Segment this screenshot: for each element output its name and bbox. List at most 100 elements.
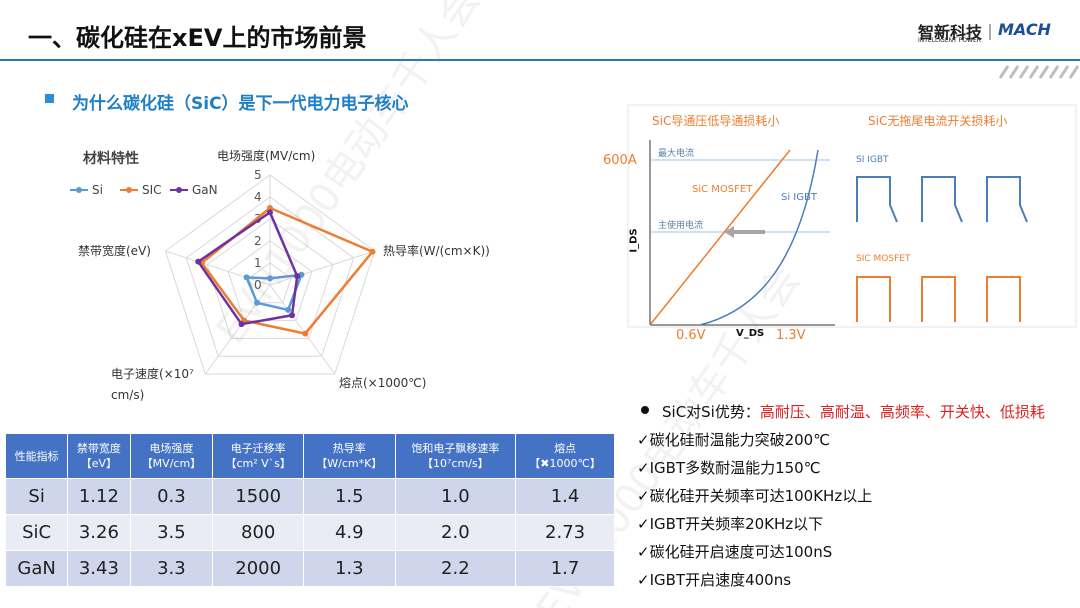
header-cell: 性能指标 — [4, 433, 69, 479]
header-cell: 禁带宽度 【eV】 — [67, 433, 131, 479]
slide-title: 一、碳化硅在xEV上的市场前景 — [28, 24, 367, 52]
series-line — [196, 210, 299, 326]
table-cell: 2000 — [212, 550, 305, 587]
table-cell: 1.4 — [515, 478, 615, 515]
header-text: 电场强度 — [149, 442, 194, 455]
table-cell: 1500 — [212, 478, 305, 515]
point — [238, 321, 245, 328]
table-cell: 3.43 — [67, 550, 131, 587]
header-text: 饱和电子飘移速率 — [411, 442, 500, 455]
advantage-item: ✓碳化硅耐温能力突破200℃ — [637, 431, 831, 449]
table-cell: 2.0 — [394, 514, 517, 551]
header-cell: 熔点【✖1000℃】 — [515, 433, 615, 479]
section-bullet — [45, 94, 54, 103]
table-cell: 1.0 — [394, 478, 517, 515]
point — [267, 205, 273, 211]
legend-dot — [126, 187, 132, 193]
iv-diagram — [649, 140, 835, 326]
table-cell: 0.3 — [129, 478, 214, 515]
table-cell: 1.3 — [303, 550, 396, 587]
table-cell: 2.73 — [515, 514, 615, 551]
advantage-item: ✓IGBT开关频率20KHz以下 — [637, 515, 824, 533]
spoke — [165, 250, 271, 286]
axis-label: 电场强度(MV/cm) — [217, 149, 316, 163]
header-text: 熔点 — [554, 442, 577, 455]
point — [267, 275, 273, 282]
diagram-frame — [627, 104, 1077, 328]
spoke — [269, 284, 336, 375]
header-text: 电子迁移率 — [230, 442, 286, 455]
point — [195, 258, 202, 265]
current-label: 600A — [603, 153, 637, 168]
switch-title: SiC无拖尾电流开关损耗小 — [868, 114, 1008, 128]
header-text: 【10⁷cm/s】 — [422, 457, 489, 470]
r-tick-label: 4 — [254, 190, 262, 204]
point — [369, 248, 376, 255]
spoke — [204, 284, 271, 375]
header-text: 【✖1000℃】 — [529, 457, 601, 470]
grid-ring — [164, 174, 376, 375]
chart-title: 材料特性 — [83, 150, 139, 167]
point — [288, 312, 295, 319]
table-row: GaN 3.43 3.3 2000 1.3 2.2 1.7 — [4, 550, 615, 587]
material-table: 性能指标 禁带宽度 【eV】 电场强度 【MV/cm】 电子迁移率 【cm² V`s】 热导率… — [4, 433, 615, 587]
logo-en: INTELLIGENT POWER — [918, 37, 981, 44]
legend-label: SIC — [142, 183, 162, 197]
table-row: SiC 3.26 3.5 800 4.9 2.0 2.73 — [4, 514, 615, 551]
advantage-highlight: 高耐压、高耐温、高频率、开关快、低损耗 — [759, 403, 1045, 421]
r-tick-label: 0 — [254, 278, 262, 292]
grid-ring — [227, 240, 313, 322]
iv-title: SiC导通压低导通损耗小 — [652, 114, 780, 128]
advantage-bullet — [641, 406, 649, 414]
advantage-item: ✓碳化硅开启速度可达100nS — [637, 543, 833, 561]
point — [294, 273, 301, 280]
grid-ring — [185, 196, 355, 357]
sic-label: SiC MOSFET — [692, 184, 753, 195]
r-tick-label: 2 — [254, 234, 262, 248]
header-cell: 热导率 【W/cm*K】 — [303, 433, 396, 479]
table-cell: 1.5 — [303, 478, 396, 515]
table-cell: 4.9 — [303, 514, 396, 551]
axis-label: 禁带宽度(eV) — [78, 244, 151, 258]
point — [243, 274, 250, 281]
point — [302, 330, 309, 337]
header-cell: 电场强度【MV/cm】 — [129, 433, 214, 479]
header-text: 性能指标 — [14, 449, 59, 463]
point — [267, 209, 273, 216]
main-current: 主使用电流 — [658, 221, 704, 231]
table-cell: 1.12 — [67, 478, 131, 515]
x-axis-label: V_DS — [736, 328, 765, 339]
spoke — [269, 250, 375, 286]
advantage-item: ✓IGBT开启速度400ns — [637, 571, 792, 589]
legend-dot — [76, 187, 82, 193]
header-cell: 电子迁移率【cm² V`s】 — [212, 433, 305, 479]
point — [254, 299, 261, 306]
advantage-item: ✓碳化硅开关频率可达100KHz以上 — [637, 487, 873, 505]
legend-label: Si — [92, 183, 103, 197]
si-voltage: 1.3V — [776, 328, 806, 343]
series-line — [200, 206, 375, 335]
table-cell: Si — [4, 478, 69, 515]
legend-dot — [176, 187, 182, 193]
r-tick-label: 1 — [254, 256, 262, 270]
switch-waveforms — [856, 176, 1028, 322]
table-cell: 3.5 — [129, 514, 214, 551]
table-cell: SiC — [4, 514, 69, 551]
header-text: 【MV/cm】 — [141, 457, 202, 470]
point — [285, 306, 292, 313]
header-text: 热导率 — [332, 442, 366, 455]
axis-label: 电子速度(×10⁷ cm/s) — [111, 367, 194, 402]
r-tick-label: 5 — [254, 168, 262, 182]
max-current: 最大电流 — [658, 149, 695, 159]
table-cell: 1.7 — [515, 550, 615, 587]
table-header: 性能指标 禁带宽度 【eV】 电场强度 【MV/cm】 电子迁移率 【cm² V`s】 热导率… — [4, 433, 615, 479]
si-label: Si IGBT — [781, 192, 817, 203]
section-title: 为什么碳化硅（SiC）是下一代电力电子核心 — [72, 94, 409, 114]
table-cell: 3.3 — [129, 550, 214, 587]
igbt-label: SI IGBT — [856, 155, 889, 165]
table-cell: 3.26 — [67, 514, 131, 551]
grid-ring — [206, 218, 334, 339]
axis-label: 熔点(×1000℃) — [339, 376, 427, 390]
header-text: 【cm² V`s】 — [225, 457, 291, 470]
table-cell: 800 — [212, 514, 305, 551]
